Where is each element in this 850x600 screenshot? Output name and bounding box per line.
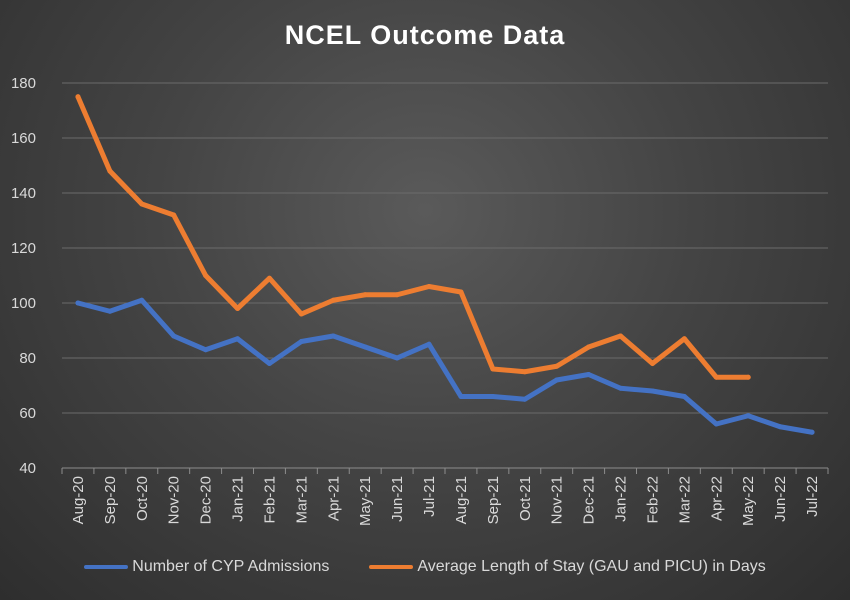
data-point-0-Oct-21 <box>522 396 528 402</box>
data-point-0-Dec-20 <box>203 347 209 353</box>
y-tick-label-160: 160 <box>11 130 36 147</box>
y-tick-label-140: 140 <box>11 185 36 202</box>
data-point-1-Aug-21 <box>458 289 464 295</box>
legend: Number of CYP Admissions Average Length … <box>0 558 850 576</box>
x-tick-label-Dec-20: Dec-20 <box>198 476 215 524</box>
x-tick-label-Jun-21: Jun-21 <box>389 476 406 522</box>
data-point-0-Nov-20 <box>171 333 177 339</box>
data-point-1-Aug-20 <box>75 94 81 100</box>
data-point-1-Nov-20 <box>171 212 177 218</box>
data-point-0-May-22 <box>745 413 751 419</box>
series-line-0 <box>75 297 815 435</box>
x-tick-label-Apr-22: Apr-22 <box>708 476 725 521</box>
data-point-1-Jan-22 <box>618 333 624 339</box>
x-tick-label-Mar-21: Mar-21 <box>293 476 310 524</box>
data-point-0-Sep-21 <box>490 394 496 399</box>
data-point-1-Jun-21 <box>394 292 400 298</box>
legend-swatch-admissions <box>84 565 129 569</box>
data-point-1-Jul-21 <box>426 284 432 289</box>
data-point-1-Sep-20 <box>107 168 113 174</box>
series-line-1 <box>75 94 751 380</box>
data-point-1-Apr-21 <box>330 297 336 303</box>
data-point-0-May-21 <box>362 344 368 350</box>
x-tick-label-Oct-21: Oct-21 <box>517 476 534 521</box>
data-point-1-Feb-21 <box>266 275 272 281</box>
data-point-0-Apr-21 <box>330 333 336 339</box>
data-point-1-Mar-22 <box>681 336 687 342</box>
data-point-1-May-21 <box>362 292 368 298</box>
data-point-0-Jan-21 <box>235 336 241 342</box>
data-point-0-Sep-20 <box>107 308 113 314</box>
data-point-0-Aug-21 <box>458 394 464 399</box>
x-tick-label-Feb-21: Feb-21 <box>261 476 278 524</box>
data-point-0-Feb-21 <box>266 361 272 366</box>
x-tick-label-Feb-22: Feb-22 <box>644 476 661 524</box>
data-point-1-May-22 <box>745 374 751 380</box>
data-point-1-Apr-22 <box>713 374 719 380</box>
x-tick-label-Sep-21: Sep-21 <box>485 476 502 524</box>
legend-swatch-length-of-stay <box>369 565 414 569</box>
data-point-0-Dec-21 <box>586 372 592 377</box>
y-tick-label-40: 40 <box>19 460 36 477</box>
data-point-1-Oct-20 <box>139 201 145 207</box>
x-tick-label-May-22: May-22 <box>740 476 757 526</box>
data-point-0-Jul-21 <box>426 341 432 347</box>
y-tick-label-80: 80 <box>19 350 36 367</box>
x-tick-label-Sep-20: Sep-20 <box>102 476 119 524</box>
x-tick-label-Dec-21: Dec-21 <box>581 476 598 524</box>
y-tick-label-180: 180 <box>11 75 36 92</box>
y-tick-label-100: 100 <box>11 295 36 312</box>
data-point-0-Jun-22 <box>777 424 783 430</box>
legend-item-length-of-stay: Average Length of Stay (GAU and PICU) in… <box>369 558 766 576</box>
x-tick-label-Aug-20: Aug-20 <box>70 476 87 524</box>
legend-label-length-of-stay: Average Length of Stay (GAU and PICU) in… <box>417 558 766 575</box>
data-point-1-Feb-22 <box>649 361 655 366</box>
data-point-1-Oct-21 <box>522 369 528 375</box>
data-point-0-Jul-22 <box>809 429 815 435</box>
data-point-1-Jan-21 <box>235 306 241 311</box>
x-tick-label-Oct-20: Oct-20 <box>134 476 151 521</box>
x-tick-label-Mar-22: Mar-22 <box>676 476 693 524</box>
data-point-1-Dec-20 <box>203 273 209 278</box>
legend-label-admissions: Number of CYP Admissions <box>132 558 330 575</box>
data-point-0-Apr-22 <box>713 421 719 427</box>
data-point-0-Aug-20 <box>75 300 81 306</box>
y-tick-label-120: 120 <box>11 240 36 257</box>
x-tick-label-May-21: May-21 <box>357 476 374 526</box>
data-point-1-Mar-21 <box>298 311 304 317</box>
x-tick-label-Jan-21: Jan-21 <box>230 476 247 522</box>
chart-title: NCEL Outcome Data <box>284 20 566 50</box>
x-tick-label-Aug-21: Aug-21 <box>453 476 470 524</box>
data-point-0-Mar-22 <box>681 394 687 399</box>
data-point-0-Oct-20 <box>139 297 145 303</box>
x-tick-label-Jul-21: Jul-21 <box>421 476 438 517</box>
data-point-1-Nov-21 <box>554 363 560 369</box>
x-tick-label-Jun-22: Jun-22 <box>772 476 789 522</box>
x-tick-label-Jul-22: Jul-22 <box>804 476 821 517</box>
x-tick-label-Apr-21: Apr-21 <box>325 476 342 521</box>
legend-item-admissions: Number of CYP Admissions <box>84 558 329 576</box>
data-point-1-Dec-21 <box>586 344 592 350</box>
data-point-0-Jun-21 <box>394 355 400 361</box>
x-tick-label-Nov-21: Nov-21 <box>549 476 566 524</box>
data-point-0-Feb-22 <box>649 388 655 394</box>
data-point-0-Nov-21 <box>554 377 560 383</box>
y-tick-label-60: 60 <box>19 405 36 422</box>
data-point-1-Sep-21 <box>490 366 496 372</box>
data-point-0-Jan-22 <box>618 385 624 391</box>
x-tick-label-Jan-22: Jan-22 <box>613 476 630 522</box>
data-point-0-Mar-21 <box>298 339 304 344</box>
x-tick-label-Nov-20: Nov-20 <box>166 476 183 524</box>
